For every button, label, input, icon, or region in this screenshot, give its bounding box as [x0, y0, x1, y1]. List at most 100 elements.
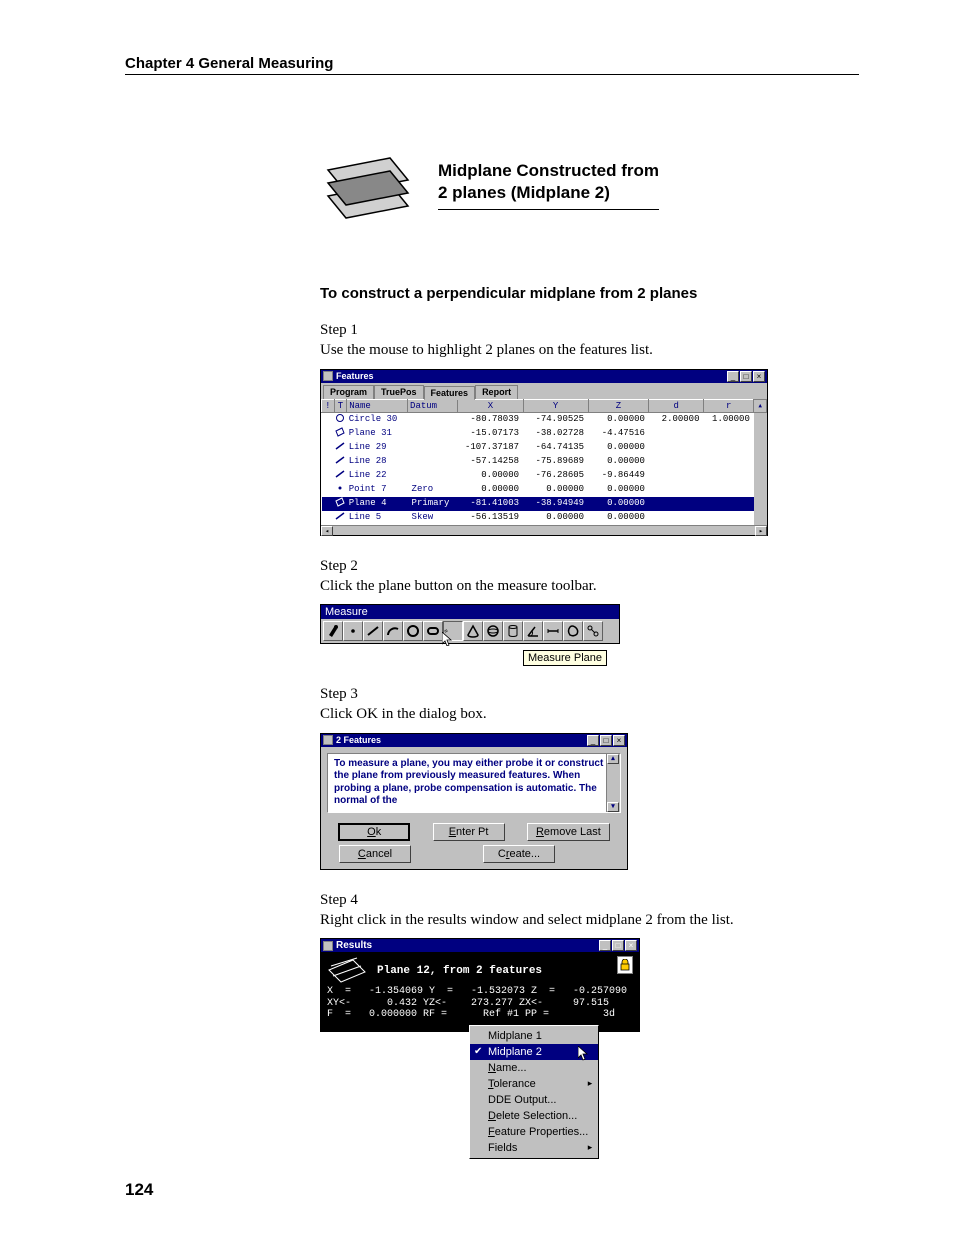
dialog-vscroll[interactable]: ▴ ▾: [606, 754, 620, 812]
scroll-left-button[interactable]: ◂: [321, 526, 333, 536]
col-t[interactable]: T: [334, 399, 347, 412]
dialog-title: 2 Features: [336, 735, 381, 745]
measure-cylinder-button[interactable]: [503, 621, 523, 641]
results-data-line-1: X = -1.354069 Y = -1.532073 Z = -0.25709…: [327, 986, 633, 998]
dialog-minimize-button[interactable]: _: [587, 735, 599, 746]
col-z[interactable]: Z: [588, 399, 649, 412]
results-minimize-button[interactable]: _: [599, 940, 611, 951]
features-window-title: Features: [336, 371, 374, 381]
section-title: Midplane Constructed from 2 planes (Midp…: [438, 160, 659, 210]
minimize-button[interactable]: _: [727, 371, 739, 382]
step-1-label: Step 1: [320, 320, 859, 340]
step-3: Step 3 Click OK in the dialog box.: [320, 684, 859, 725]
table-row[interactable]: Line 220.00000-76.28605-9.86449: [322, 469, 767, 483]
features-hscroll[interactable]: ◂ ▸: [321, 525, 767, 535]
context-menu-item[interactable]: Fields: [470, 1140, 598, 1156]
title-line1: Midplane Constructed from: [438, 161, 659, 180]
tab-features[interactable]: Features: [424, 386, 476, 400]
enter-pt-button[interactable]: Enter Pt: [433, 823, 505, 841]
table-row[interactable]: Point 7Zero0.000000.000000.00000: [322, 483, 767, 497]
scroll-right-button[interactable]: ▸: [755, 526, 767, 536]
col-bang[interactable]: !: [322, 399, 335, 412]
table-row[interactable]: Plane 31-15.07173-38.02728-4.47516: [322, 427, 767, 441]
dialog-scroll-down[interactable]: ▾: [607, 802, 619, 812]
step-4-label: Step 4: [320, 890, 859, 910]
maximize-button[interactable]: □: [740, 371, 752, 382]
measure-arc-button[interactable]: [383, 621, 403, 641]
table-row[interactable]: Line 5Skew-56.135190.000000.00000: [322, 511, 767, 525]
cancel-button[interactable]: Cancel: [339, 845, 411, 863]
table-row[interactable]: Line 29-107.37187-64.741350.00000: [322, 441, 767, 455]
measure-distance-button[interactable]: [543, 621, 563, 641]
measure-circle-button[interactable]: [403, 621, 423, 641]
lock-icon[interactable]: [617, 956, 633, 974]
results-context-menu: Midplane 1Midplane 2Name...ToleranceDDE …: [469, 1025, 599, 1159]
col-name[interactable]: Name: [347, 399, 408, 412]
results-window: Results _ □ × Plane 12, from 2 features …: [320, 938, 640, 1032]
col-x[interactable]: X: [458, 399, 523, 412]
measure-sphere-button[interactable]: [483, 621, 503, 641]
table-row[interactable]: Circle 30-80.78039-74.905250.000002.0000…: [322, 412, 767, 427]
step-1: Step 1 Use the mouse to highlight 2 plan…: [320, 320, 859, 361]
vscroll-top[interactable]: ▴: [754, 399, 767, 412]
results-titlebar: Results _ □ ×: [321, 939, 639, 952]
context-menu-item[interactable]: Midplane 1: [470, 1028, 598, 1044]
measure-cone-button[interactable]: [463, 621, 483, 641]
step-3-label: Step 3: [320, 684, 859, 704]
table-row[interactable]: Plane 4Primary-81.41003-38.949490.00000: [322, 497, 767, 511]
col-r[interactable]: r: [703, 399, 753, 412]
step-4-text: Right click in the results window and se…: [320, 910, 859, 930]
results-title: Results: [336, 940, 372, 951]
dialog-close-button[interactable]: ×: [613, 735, 625, 746]
measure-plane-button[interactable]: [443, 621, 463, 641]
features-table: ! T Name Datum X Y Z d r ▴ Circle 30-80.…: [321, 399, 767, 525]
measure-slot-button[interactable]: [423, 621, 443, 641]
table-row[interactable]: Line 28-57.14258-75.896890.00000: [322, 455, 767, 469]
measure-line-button[interactable]: [363, 621, 383, 641]
col-d[interactable]: d: [649, 399, 704, 412]
dialog-maximize-button[interactable]: □: [600, 735, 612, 746]
measure-button-row: [321, 619, 619, 643]
step-2-text: Click the plane button on the measure to…: [320, 576, 859, 596]
results-close-button[interactable]: ×: [625, 940, 637, 951]
results-header-text: Plane 12, from 2 features: [377, 965, 542, 977]
measure-toolbar-window: Measure: [320, 604, 620, 644]
features-window-icon: [323, 371, 333, 381]
measure-blob-button[interactable]: [563, 621, 583, 641]
dialog-scroll-up[interactable]: ▴: [607, 754, 619, 764]
step-1-text: Use the mouse to highlight 2 planes on t…: [320, 340, 859, 360]
measure-relation-button[interactable]: [583, 621, 603, 641]
close-button[interactable]: ×: [753, 371, 765, 382]
measure-titlebar: Measure: [321, 605, 619, 619]
context-menu-item[interactable]: Delete Selection...: [470, 1108, 598, 1124]
midplane-icon: [320, 150, 416, 220]
context-menu-item[interactable]: DDE Output...: [470, 1092, 598, 1108]
results-data-line-3: F = 0.000000 RF = Ref #1 PP = 3d: [327, 1009, 633, 1021]
context-menu-item[interactable]: Feature Properties...: [470, 1124, 598, 1140]
context-menu-item[interactable]: Tolerance: [470, 1076, 598, 1092]
results-maximize-button[interactable]: □: [612, 940, 624, 951]
tab-truepos[interactable]: TruePos: [374, 385, 424, 399]
results-window-icon: [323, 941, 333, 951]
col-datum[interactable]: Datum: [408, 399, 458, 412]
title-line2: 2 planes (Midplane 2): [438, 183, 610, 202]
step-3-text: Click OK in the dialog box.: [320, 704, 859, 724]
measure-probe-button[interactable]: [323, 621, 343, 641]
features-tabs: Program TruePos Features Report: [321, 383, 767, 399]
measure-angle-button[interactable]: [523, 621, 543, 641]
measure-toolbar-block: Measure: [320, 604, 859, 644]
tab-report[interactable]: Report: [475, 385, 518, 399]
ok-button[interactable]: Ok: [338, 823, 410, 841]
context-menu-item[interactable]: Name...: [470, 1060, 598, 1076]
results-data-line-2: XY<- 0.432 YZ<- 273.277 ZX<- 97.515: [327, 998, 633, 1010]
step-2: Step 2 Click the plane button on the mea…: [320, 556, 859, 597]
context-menu-item[interactable]: Midplane 2: [470, 1044, 598, 1060]
remove-last-button[interactable]: Remove Last: [527, 823, 610, 841]
create-button[interactable]: Create...: [483, 845, 555, 863]
step-4: Step 4 Right click in the results window…: [320, 890, 859, 931]
measure-point-button[interactable]: [343, 621, 363, 641]
section-title-row: Midplane Constructed from 2 planes (Midp…: [320, 150, 859, 220]
col-y[interactable]: Y: [523, 399, 588, 412]
measure-plane-tooltip: Measure Plane: [523, 650, 607, 666]
tab-program[interactable]: Program: [323, 385, 374, 399]
